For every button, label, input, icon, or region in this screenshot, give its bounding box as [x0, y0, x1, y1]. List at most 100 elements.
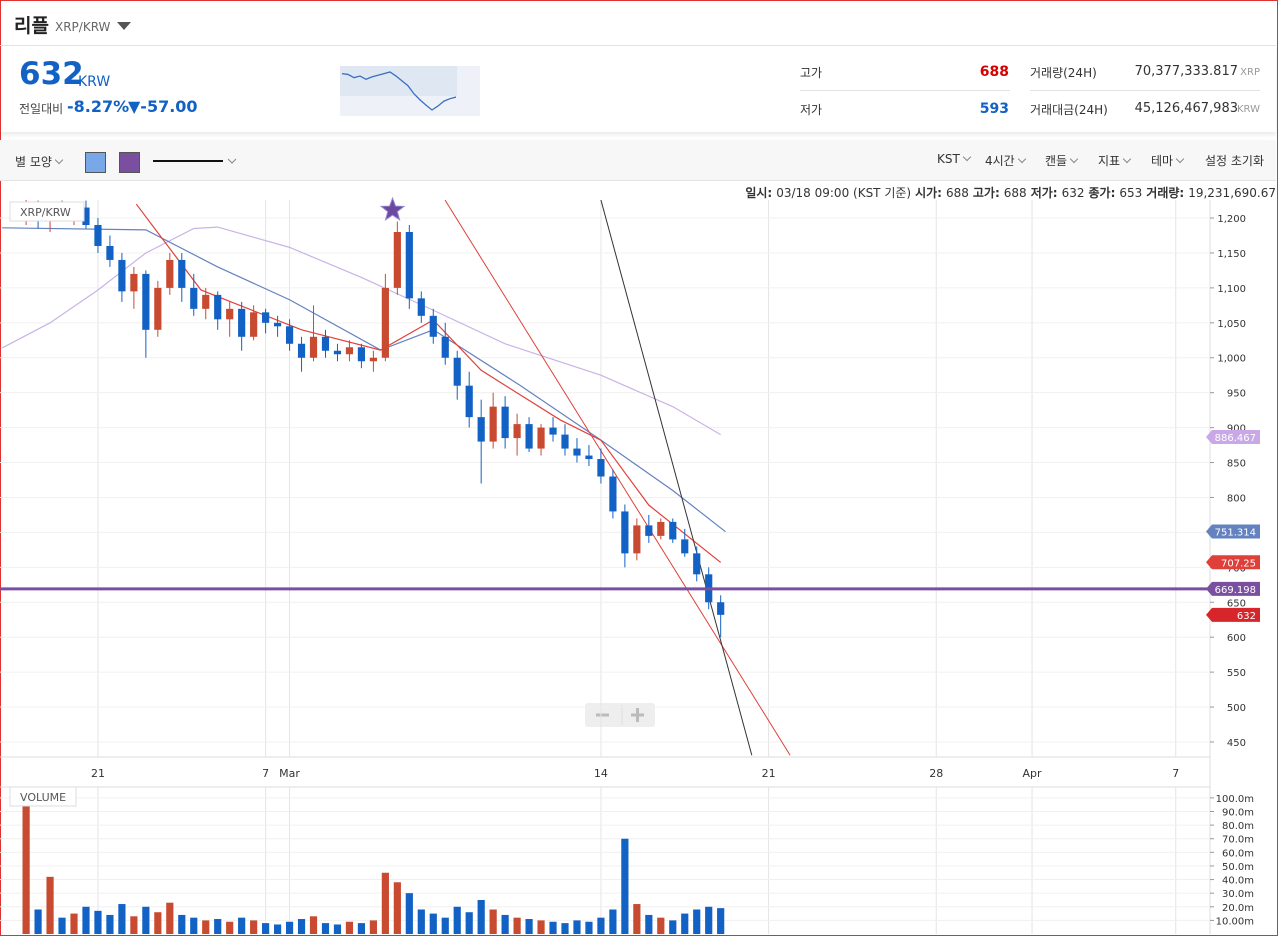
volume-bar: [405, 893, 413, 934]
volume-bar: [453, 906, 461, 934]
price-pane: [0, 200, 1210, 756]
star-marker: [379, 196, 406, 221]
candle-body: [393, 231, 401, 288]
candle-body: [250, 312, 258, 337]
change-abs: ▼-57.00: [128, 97, 198, 116]
toolbar-item[interactable]: 4시간: [985, 152, 1025, 169]
candle-body: [537, 427, 545, 449]
moving-average: [135, 203, 722, 563]
volume-stat-value: 45,126,467,983: [1134, 101, 1238, 116]
volume-stat-label: 거래대금(24H): [1030, 103, 1108, 117]
y-tick-label: 100.0m: [1216, 794, 1254, 805]
pane-label: VOLUME: [20, 791, 66, 804]
price-tag: [1206, 524, 1260, 539]
volume-bar: [238, 917, 246, 934]
volume-bar: [525, 919, 533, 934]
volume-bar: [226, 921, 234, 934]
toolbar-item[interactable]: 테마: [1151, 152, 1183, 169]
y-tick-label: 40.0m: [1222, 876, 1254, 887]
y-tick-label: 50.0m: [1222, 862, 1254, 873]
volume-stat-value: 70,377,333.817: [1134, 64, 1238, 79]
price-tag: [1206, 607, 1260, 622]
info-value: 03/18 09:00 (KST 기준): [776, 186, 912, 200]
price-unit: KRW: [78, 74, 111, 90]
info-value: 688: [1003, 186, 1027, 200]
reset-button[interactable]: 설정 초기화: [1205, 154, 1265, 168]
x-tick-label: 21: [91, 767, 105, 780]
y-tick-label: 900: [1227, 424, 1246, 435]
candle-body: [465, 385, 473, 418]
toolbar-item[interactable]: KST: [937, 152, 970, 166]
candle-body: [166, 259, 174, 288]
candle-body: [262, 312, 270, 323]
stat-value: 593: [979, 101, 1009, 117]
candle-body: [489, 406, 497, 442]
candle-body: [597, 459, 605, 477]
dropdown-arrow[interactable]: [117, 22, 131, 31]
volume-bar: [693, 909, 701, 934]
volume-bar: [561, 923, 569, 934]
candle-body: [381, 287, 389, 358]
volume-bar: [357, 923, 366, 934]
y-tick-label: 90.0m: [1222, 808, 1254, 819]
volume-bar: [369, 920, 377, 934]
volume-bar: [513, 917, 521, 934]
y-tick-label: 1,150: [1217, 249, 1246, 260]
volume-bar: [393, 882, 401, 934]
y-tick-label: 10.00m: [1216, 916, 1254, 927]
volume-bar: [621, 838, 629, 934]
pane-label-box: [9, 786, 77, 807]
moving-average: [1, 226, 721, 436]
price: 632: [19, 56, 84, 92]
volume-bar: [250, 920, 258, 934]
volume-bar: [106, 914, 114, 934]
candle-body: [106, 245, 114, 260]
price-tag-label: 886.467: [1215, 433, 1256, 444]
volume-bar: [441, 917, 449, 934]
volume-bar: [669, 920, 677, 934]
candle-body: [621, 511, 629, 554]
volume-bar: [214, 919, 222, 934]
volume-bar: [429, 913, 437, 934]
y-tick-label: 20.0m: [1222, 903, 1254, 914]
candle-body: [321, 336, 330, 351]
y-tick-label: 550: [1227, 668, 1246, 679]
candle-body: [226, 308, 234, 320]
toolbar-item[interactable]: 캔들: [1045, 152, 1077, 169]
coin-pair: XRP/KRW: [55, 20, 111, 34]
volume-bar: [118, 904, 126, 934]
sparkline-line: [341, 71, 457, 111]
volume-bar: [58, 917, 66, 934]
volume-bar: [705, 906, 713, 934]
pane-label: XRP/KRW: [20, 206, 71, 219]
zoom-buttons[interactable]: [585, 703, 655, 727]
volume-stat-unit: KRW: [1237, 104, 1260, 115]
shape-select[interactable]: 별 모양: [15, 153, 62, 170]
x-tick-label: 7: [262, 767, 269, 780]
y-tick-label: 500: [1227, 703, 1246, 714]
volume-bar: [309, 916, 318, 934]
candle-body: [609, 476, 617, 512]
volume-bar: [681, 913, 689, 934]
color-swatch[interactable]: [85, 152, 106, 173]
volume-bar: [717, 908, 725, 934]
color-swatch[interactable]: [119, 152, 140, 173]
candle-body: [549, 427, 557, 435]
volume-bar: [142, 906, 150, 934]
stat-label: 저가: [800, 103, 823, 117]
volume-bar: [285, 921, 294, 934]
price-tag: [1206, 581, 1260, 596]
y-tick-label: 1,000: [1217, 354, 1246, 365]
line-style[interactable]: [150, 155, 240, 167]
toolbar-item[interactable]: 지표: [1098, 152, 1130, 169]
candle-body: [369, 357, 377, 362]
candle-body: [717, 602, 725, 615]
coin-title: 리플: [14, 15, 49, 37]
y-tick-label: 70.0m: [1222, 835, 1254, 846]
x-tick-label: Mar: [279, 767, 300, 780]
chart: 21Mar7142128Apr7450500550600650700750800…: [0, 196, 1260, 934]
sparkline: [340, 66, 480, 116]
candle-body: [429, 315, 437, 337]
candle-body: [561, 434, 569, 449]
x-tick-label: 28: [929, 767, 943, 780]
